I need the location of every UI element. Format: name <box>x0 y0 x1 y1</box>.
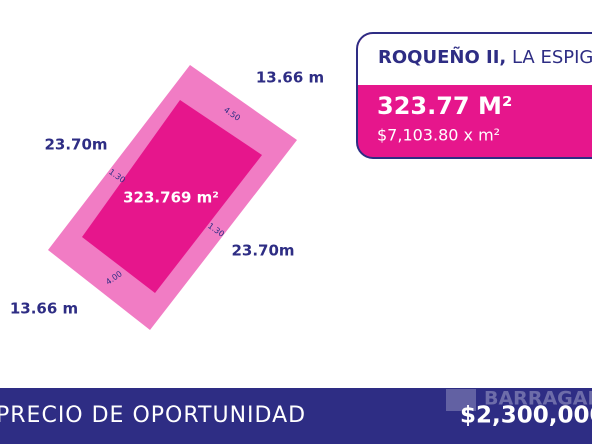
footer-band <box>0 388 592 444</box>
left-side-label: 23.70m <box>44 136 107 154</box>
card-area: 323.77 M² <box>377 92 512 120</box>
buildable-area <box>82 100 262 293</box>
logo-mark <box>446 389 476 411</box>
right-side-label: 23.70m <box>231 242 294 260</box>
title-bold: ROQUEÑO II, <box>378 45 506 68</box>
card-price-per-m2: $7,103.80 x m² <box>377 126 500 145</box>
title-rest: LA ESPIGA <box>512 47 592 68</box>
top-side-label: 13.66 m <box>256 69 324 87</box>
footer-price: $2,300,000 <box>460 403 592 429</box>
bottom-side-label: 13.66 m <box>10 300 78 318</box>
card-title: ROQUEÑO II, LA ESPIGA <box>378 45 592 68</box>
card-header <box>358 34 592 85</box>
logo-text: BARRAGAN <box>484 388 592 410</box>
lot-area: 323.769 m² <box>123 189 219 207</box>
footer-label: PRECIO DE OPORTUNIDAD <box>0 403 306 428</box>
